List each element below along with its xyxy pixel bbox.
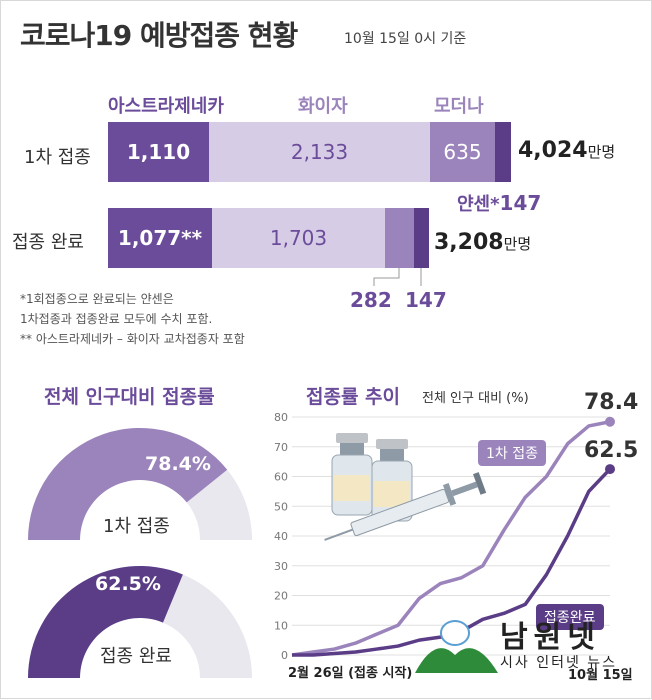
trend-x-end: 10월 15일 [568,668,633,683]
logo-subtitle: 시사 인터넷 뉴스 [500,655,618,671]
footnote-2: 1차접종과 접종완료 모두에 수치 포함. [20,312,213,326]
trend-line-first-dose [291,420,611,657]
gauge-first-pct: 78.4% [145,453,211,475]
bar-full-moderna [385,208,414,268]
footnote-1: *1회접종으로 완료되는 얀센은 [20,292,174,306]
bar-first-pfizer: 2,133 [209,122,430,182]
bar-full-astrazeneca: 1,077** [108,208,212,268]
trend-y-tick: 0 [281,649,288,662]
gauge-first-label: 1차 접종 [103,516,170,537]
value-full-pfizer: 1,703 [269,226,328,250]
as-of-date: 10월 15일 0시 기준 [344,31,467,47]
header-astrazeneca: 아스트라제네카 [108,96,224,117]
trend-y-tick: 30 [274,560,288,573]
trend-y-tick: 80 [274,411,288,424]
total-fully-vaccinated: 3,208만명 [434,230,532,255]
logo-text: 남원넷 [500,620,601,655]
bar-first-moderna: 635 [430,122,495,182]
trend-end-full: 62.5 [584,438,639,463]
gauge-section-title: 전체 인구대비 접종률 [44,386,215,408]
trend-y-tick: 70 [274,441,288,454]
trend-legend-full: 접종완료 [536,604,604,630]
value-first-astrazeneca: 1,110 [126,140,191,164]
trend-chart: 0 10 20 30 40 50 60 70 80 [274,411,615,662]
header-moderna: 모더나 [434,96,484,117]
logo-emblem [410,615,500,675]
total-first-dose: 4,024만명 [518,138,616,163]
bar-first-janssen [495,122,511,182]
trend-section-title: 접종률 추이 [306,386,401,408]
bar-full-janssen [414,208,429,268]
value-full-janssen: 147 [405,288,447,312]
row-label-fully-vaccinated: 접종 완료 [12,232,84,253]
value-first-pfizer: 2,133 [290,140,349,164]
trend-end-point-full [605,464,615,475]
trend-y-tick: 50 [274,500,288,513]
gauge-full-fill [28,566,183,678]
trend-end-first: 78.4 [584,390,639,415]
header-pfizer: 화이자 [298,96,348,117]
gauge-full-pct: 62.5% [95,573,161,595]
bar-full-pfizer: 1,703 [212,208,385,268]
page-title: 코로나19 예방접종 현황 [20,19,298,52]
footnote-3: ** 아스트라제네카 – 화이자 교차접종자 포함 [20,332,245,346]
trend-legend-first: 1차 접종 [478,440,546,466]
trend-y-tick: 40 [274,530,288,543]
bar-first-astrazeneca: 1,110 [108,122,209,182]
row-label-first-dose: 1차 접종 [24,147,91,168]
value-full-moderna: 282 [350,288,392,312]
gauge-first-fill [28,427,228,540]
callout-lines [373,268,422,286]
gauge-full-label: 접종 완료 [100,646,172,667]
value-full-astrazeneca: 1,077** [117,226,203,250]
trend-end-point-first [605,416,615,427]
gauge-chart [28,427,252,678]
value-first-moderna: 635 [443,140,482,164]
trend-y-tick: 60 [274,471,288,484]
trend-x-start: 2월 26일 (접종 시작) [288,666,413,681]
vaccine-illustration [324,433,487,541]
trend-y-unit: 전체 인구 대비 (%) [422,391,529,406]
janssen-label: 얀센*147 [457,191,542,215]
trend-y-tick: 10 [274,619,288,632]
trend-y-tick: 20 [274,590,288,603]
